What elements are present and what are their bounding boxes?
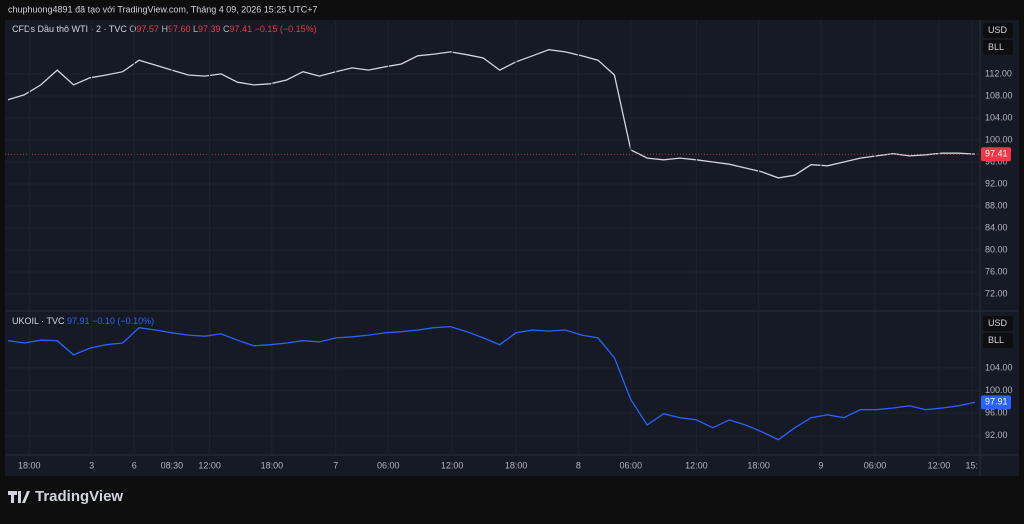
last-price-box (981, 147, 1011, 162)
y-tick-label: 96.00 (985, 156, 1008, 166)
x-tick-label: 12:00 (685, 460, 708, 470)
x-tick-label: 18:00 (261, 460, 284, 470)
caption: chuphuong4891 đã tạo với TradingView.com… (8, 4, 318, 14)
y-tick-label: 88.00 (985, 200, 1008, 210)
x-tick-label: 06:00 (864, 460, 887, 470)
y-tick-label: 96.00 (985, 408, 1008, 418)
legend-part: −0.10 (−0.10%) (92, 316, 154, 326)
y-tick-label: 76.00 (985, 266, 1008, 276)
legend-part: CFDs Dầu thô WTI · 2 · TVC (12, 24, 127, 34)
price-line (7, 325, 976, 441)
legend-part: 97.91 (67, 316, 90, 326)
last-price-box (981, 395, 1011, 410)
unit-box (983, 333, 1013, 348)
x-tick-label: 15: (965, 460, 978, 470)
unit-label: USD (988, 25, 1008, 35)
legend: UKOIL · TVC 97.91 −0.10 (−0.10%) (12, 316, 154, 326)
unit-box (983, 40, 1013, 55)
y-tick-label: 100.00 (985, 134, 1013, 144)
unit-box (983, 23, 1013, 38)
y-tick-label: 108.00 (985, 90, 1013, 100)
brand: TradingView (35, 488, 123, 505)
x-tick-label: 3 (89, 460, 94, 470)
last-price-label: 97.91 (985, 397, 1008, 407)
legend-part: −0.15 (−0.15%) (255, 24, 317, 34)
y-tick-label: 100.00 (985, 385, 1013, 395)
x-tick-label: 18:00 (18, 460, 41, 470)
y-tick-label: 84.00 (985, 222, 1008, 232)
unit-box (983, 316, 1013, 331)
x-tick-label: 12:00 (928, 460, 951, 470)
y-tick-label: 92.00 (985, 178, 1008, 188)
x-tick-label: 12:00 (198, 460, 221, 470)
x-tick-label: 08:30 (161, 460, 184, 470)
y-tick-label: 92.00 (985, 430, 1008, 440)
x-tick-label: 9 (818, 460, 823, 470)
legend-part: O (129, 24, 136, 34)
legend-part: L (193, 24, 198, 34)
legend-part: H (161, 24, 168, 34)
y-tick-label: 104.00 (985, 112, 1013, 122)
y-tick-label: 80.00 (985, 244, 1008, 254)
logo: TradingView (8, 488, 123, 505)
y-tick-label: 104.00 (985, 362, 1013, 372)
unit-label: BLL (988, 335, 1004, 345)
legend-part: 97.60 (168, 24, 191, 34)
x-tick-label: 6 (132, 460, 137, 470)
legend-part: UKOIL · TVC (12, 316, 65, 326)
x-tick-label: 06:00 (620, 460, 643, 470)
y-tick-label: 112.00 (985, 68, 1012, 78)
unit-label: USD (988, 318, 1008, 328)
x-tick-label: 18:00 (747, 460, 770, 470)
price-line (7, 49, 976, 179)
legend-part: C (223, 24, 230, 34)
x-tick-label: 8 (576, 460, 581, 470)
legend-part: 97.57 (136, 24, 159, 34)
x-tick-label: 12:00 (441, 460, 464, 470)
legend: CFDs Dầu thô WTI · 2 · TVC O97.57 H97.60… (12, 24, 317, 34)
x-tick-label: 18:00 (505, 460, 528, 470)
y-tick-label: 72.00 (985, 288, 1008, 298)
x-tick-label: 06:00 (377, 460, 400, 470)
unit-label: BLL (988, 42, 1004, 52)
chart-panel (5, 20, 1019, 476)
legend-part: 97.41 (230, 24, 253, 34)
last-price-label: 97.41 (985, 149, 1008, 159)
x-tick-label: 7 (333, 460, 338, 470)
